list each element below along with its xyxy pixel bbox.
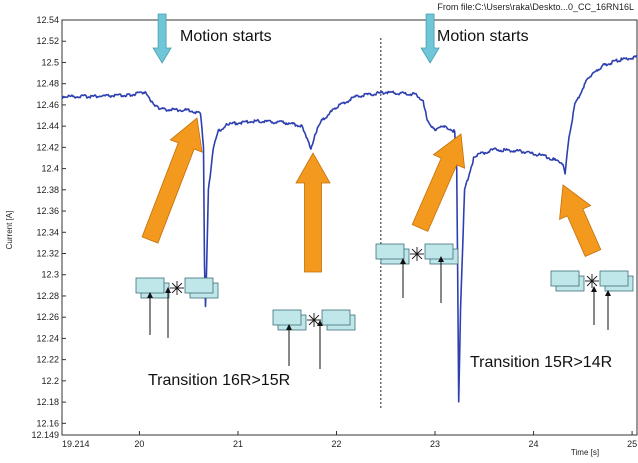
- spark-ray: [313, 314, 320, 321]
- tile: [424, 243, 454, 260]
- y-tick-label: 12.18: [36, 397, 59, 407]
- series-line-current: [61, 54, 638, 403]
- y-tick-label: 12.36: [36, 206, 59, 216]
- y-tick-label: 12.34: [36, 227, 59, 237]
- spark-ray: [171, 282, 178, 289]
- y-tick-label: 12.52: [36, 36, 59, 46]
- y-tick-label: 12.16: [36, 418, 59, 428]
- transition-label-1: Transition 16R>15R: [148, 372, 290, 389]
- spark-ray: [308, 319, 315, 326]
- spark-ray: [586, 275, 593, 282]
- tile: [550, 270, 580, 287]
- y-tick-label: 12.22: [36, 355, 59, 365]
- tile: [135, 277, 165, 294]
- y-tick-label: 12.26: [36, 312, 59, 322]
- orange-arrow: [411, 133, 466, 232]
- motion-starts-label-2: Motion starts: [437, 28, 529, 45]
- y-tick-label: 12.46: [36, 100, 59, 110]
- orange-arrow: [141, 117, 203, 244]
- spark-ray: [176, 282, 183, 289]
- spark-ray: [591, 280, 598, 287]
- x-tick-label: 19.214: [62, 439, 90, 449]
- x-tick-label: 22: [331, 439, 341, 449]
- x-tick-label: 23: [430, 439, 440, 449]
- plot-frame: [61, 19, 638, 436]
- x-tick-label: 24: [529, 439, 539, 449]
- spark-ray: [171, 287, 178, 294]
- spark-ray: [416, 253, 423, 260]
- y-tick-label: 12.5: [41, 57, 59, 67]
- x-axis-label: Time [s]: [571, 448, 599, 457]
- y-tick-label: 12.54: [36, 15, 59, 25]
- spark-ray: [308, 314, 315, 321]
- pointer-head: [317, 320, 323, 326]
- motion-start-arrow: [420, 13, 440, 64]
- y-tick-label: 12.28: [36, 291, 59, 301]
- tile: [184, 277, 214, 294]
- pointer-head: [165, 287, 171, 293]
- pointer-head: [438, 256, 444, 262]
- tile: [321, 309, 351, 326]
- pointer-head: [147, 292, 153, 298]
- spark-ray: [176, 287, 183, 294]
- y-tick-label: 12.38: [36, 185, 59, 195]
- spark-ray: [591, 275, 598, 282]
- x-tick-label: 20: [134, 439, 144, 449]
- x-tick-label: 21: [233, 439, 243, 449]
- tile: [375, 243, 405, 260]
- spark-ray: [411, 253, 418, 260]
- annotation-layer: [135, 13, 634, 369]
- y-axis-label: Current [A]: [5, 211, 14, 250]
- spark-ray: [416, 248, 423, 255]
- pointer-head: [605, 290, 611, 296]
- x-axis: 19.214 20 21 22 23 24 25: [61, 431, 637, 449]
- tile: [272, 309, 302, 326]
- pointer-head: [286, 324, 292, 330]
- pointer-head: [400, 258, 406, 264]
- y-tick-label: 12.42: [36, 142, 59, 152]
- tile: [599, 270, 629, 287]
- transition-label-2: Transition 15R>14R: [470, 354, 612, 371]
- x-tick-label: 25: [627, 439, 637, 449]
- motion-starts-label-1: Motion starts: [180, 28, 272, 45]
- y-tick-label: 12.2: [41, 376, 59, 386]
- orange-arrow: [295, 152, 331, 273]
- y-tick-label: 12.44: [36, 121, 59, 131]
- orange-arrow: [559, 184, 602, 257]
- y-tick-label: 12.149: [31, 430, 59, 440]
- y-tick-label: 12.48: [36, 79, 59, 89]
- y-tick-label: 12.4: [41, 164, 59, 174]
- spark-ray: [586, 280, 593, 287]
- y-axis: 12.149 12.16 12.18 12.2 12.22 12.24 12.26 12.28…: [31, 15, 66, 440]
- pointer-head: [591, 286, 597, 292]
- motion-start-arrow: [152, 13, 172, 64]
- source-file-label: From file:C:\Users\raka\Deskto...0_CC_16…: [437, 2, 634, 12]
- y-tick-label: 12.3: [41, 270, 59, 280]
- y-tick-label: 12.24: [36, 333, 59, 343]
- spark-ray: [411, 248, 418, 255]
- y-tick-label: 12.32: [36, 249, 59, 259]
